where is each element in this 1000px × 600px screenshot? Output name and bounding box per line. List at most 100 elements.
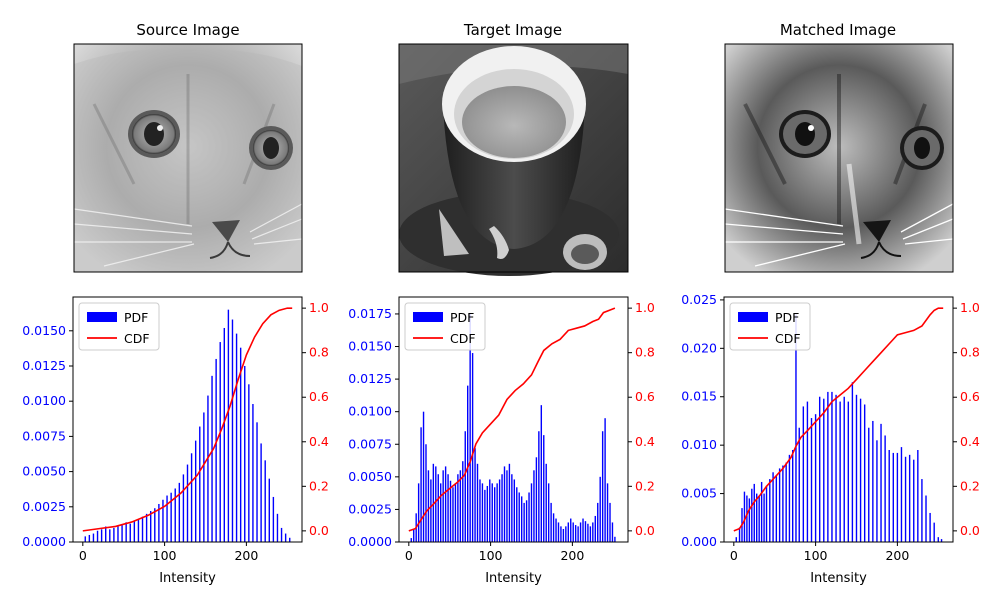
- pdf-bar: [782, 465, 784, 542]
- pdf-bar: [454, 483, 457, 542]
- pdf-bar: [231, 319, 234, 542]
- y-tick-label: 0.0000: [22, 534, 66, 549]
- target-histogram: 0.00000.00250.00500.00750.01000.01250.01…: [348, 296, 655, 586]
- pdf-bar: [525, 500, 528, 542]
- pdf-bar: [806, 401, 809, 542]
- pdf-bar: [746, 495, 748, 542]
- pdf-bar: [498, 479, 501, 542]
- pdf-bar: [545, 463, 547, 542]
- legend-pdf-swatch: [87, 312, 117, 322]
- pdf-bar: [533, 470, 535, 542]
- pdf-bar: [121, 525, 123, 542]
- pdf-bar: [154, 508, 156, 542]
- pdf-bar: [422, 411, 425, 542]
- pdf-bar: [814, 414, 817, 542]
- pdf-bar: [145, 513, 148, 542]
- y2-tick-label: 0.0: [309, 523, 329, 538]
- y2-tick-label: 0.4: [635, 434, 655, 449]
- pdf-bar: [876, 440, 878, 542]
- pdf-bar: [109, 529, 111, 542]
- pdf-bar: [579, 522, 582, 542]
- x-tick-label: 0: [79, 548, 87, 563]
- pdf-bar: [486, 485, 489, 542]
- pdf-bar: [219, 342, 221, 542]
- y-tick-label: 0.0150: [348, 339, 392, 354]
- legend-cdf-label: CDF: [124, 331, 150, 346]
- pdf-bar: [921, 479, 923, 542]
- pdf-bar: [738, 527, 741, 542]
- pdf-bar: [117, 526, 119, 542]
- target-image: [399, 44, 628, 276]
- pdf-bar: [503, 466, 506, 542]
- pdf-bar: [125, 522, 127, 542]
- pdf-bar: [611, 522, 614, 542]
- pdf-bar: [481, 483, 484, 542]
- pdf-bar: [560, 526, 562, 542]
- pdf-bar: [476, 463, 479, 542]
- pdf-bar: [252, 404, 254, 542]
- pdf-bar: [818, 396, 821, 542]
- pdf-bar: [190, 453, 193, 542]
- pdf-bar: [908, 454, 911, 542]
- y2-tick-label: 0.8: [309, 345, 329, 360]
- pdf-bar: [84, 536, 86, 542]
- pdf-bar: [211, 375, 213, 542]
- pdf-bar: [555, 518, 557, 542]
- pdf-bar: [92, 533, 95, 542]
- pdf-bar: [778, 468, 781, 542]
- pdf-bar: [467, 385, 469, 542]
- pdf-bar: [194, 440, 197, 542]
- pdf-bar: [900, 447, 903, 542]
- pdf-bar: [547, 483, 550, 542]
- pdf-bar: [538, 431, 540, 542]
- y2-tick-label: 0.0: [960, 523, 980, 538]
- pdf-bar: [735, 537, 737, 542]
- pdf-bar: [129, 523, 131, 542]
- pdf-bar: [810, 418, 813, 542]
- pdf-bar: [491, 483, 493, 542]
- pdf-bar: [413, 528, 415, 542]
- pdf-bar: [557, 522, 560, 542]
- x-axis-label: Intensity: [810, 571, 867, 586]
- pdf-bar: [227, 309, 230, 542]
- pdf-bar: [530, 483, 533, 542]
- pdf-bar: [572, 522, 574, 542]
- pdf-bar: [884, 435, 886, 542]
- pdf-bar: [449, 480, 452, 542]
- x-tick-label: 100: [804, 548, 828, 563]
- pdf-bar: [276, 513, 279, 542]
- pdf-bar: [751, 488, 753, 542]
- pdf-bar: [256, 422, 258, 542]
- title-target: Target Image: [463, 21, 562, 39]
- y2-tick-label: 0.4: [960, 434, 980, 449]
- y-tick-label: 0.0175: [348, 306, 392, 321]
- pdf-bar: [788, 454, 791, 542]
- pdf-bar: [410, 538, 412, 542]
- pdf-bar: [868, 427, 870, 542]
- pdf-bar: [925, 495, 927, 542]
- pdf-bar: [203, 412, 205, 542]
- matched-histogram: 0.000 0.005 0.010 0.015 0.020 0.025 0.0 0.2 0.4 0…: [681, 292, 980, 586]
- pdf-bar: [452, 487, 454, 542]
- title-matched: Matched Image: [780, 21, 896, 39]
- pdf-bar: [113, 527, 115, 542]
- pdf-bar: [863, 404, 866, 542]
- pdf-bar: [831, 391, 833, 542]
- pdf-bar: [940, 539, 943, 542]
- y2-tick-label: 1.0: [960, 300, 980, 315]
- pdf-bar: [570, 518, 572, 542]
- pdf-bar: [105, 526, 107, 542]
- pdf-bar: [601, 431, 604, 542]
- pdf-bar: [880, 423, 882, 542]
- pdf-bar: [775, 476, 778, 542]
- pdf-bar: [599, 476, 601, 542]
- x-axis-label: Intensity: [485, 571, 542, 586]
- y2-tick-label: 0.2: [635, 478, 655, 493]
- y2-tick-label: 0.2: [309, 478, 329, 493]
- axes-frame: [72, 296, 303, 543]
- pdf-bar: [268, 478, 270, 542]
- pdf-bar: [435, 466, 437, 542]
- pdf-bar: [158, 503, 160, 542]
- pdf-bar: [100, 529, 103, 542]
